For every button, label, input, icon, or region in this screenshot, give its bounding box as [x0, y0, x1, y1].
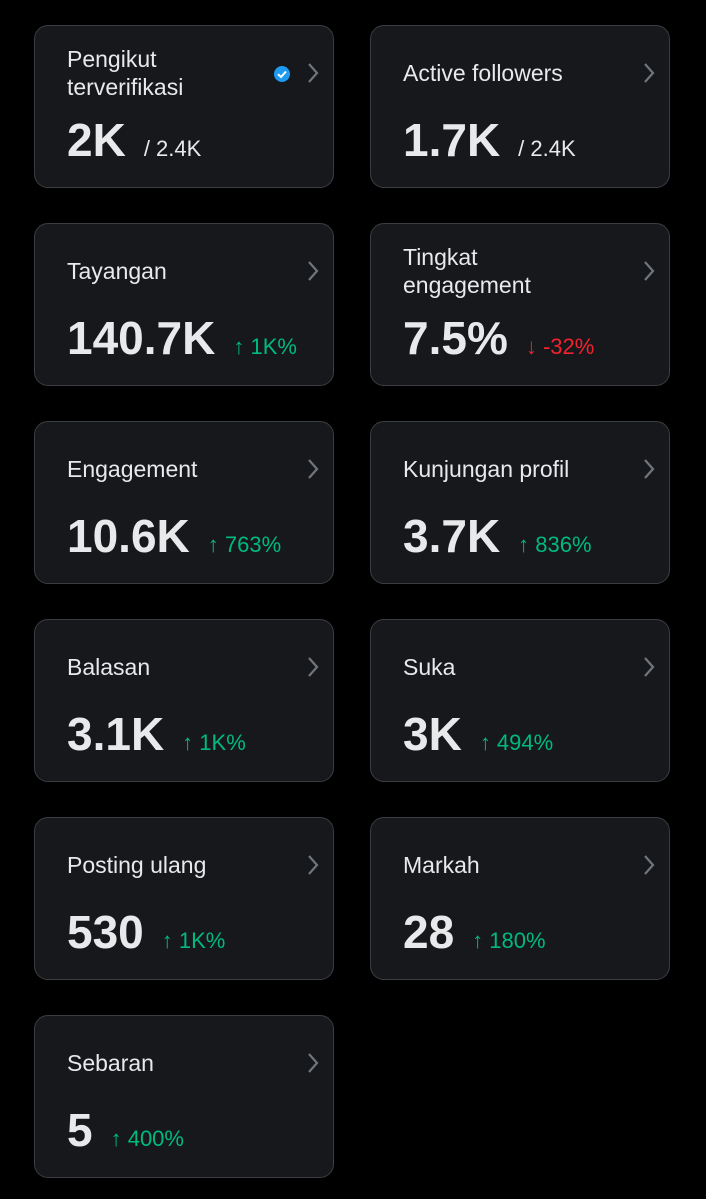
metric-change: ↑ 1K%	[233, 334, 297, 359]
metric-value: 28	[403, 906, 455, 958]
card-title: Suka	[403, 653, 455, 681]
metric-value: 140.7K	[67, 312, 216, 364]
metric-card[interactable]: Active followers 1.7K / 2.4K	[370, 25, 670, 188]
value-row: 10.6K ↑ 763%	[67, 506, 281, 566]
chevron-path	[308, 261, 319, 281]
title-line: Engagement	[67, 456, 198, 482]
value-row: 1.7K / 2.4K	[403, 110, 576, 170]
metric-value: 3K	[403, 708, 462, 760]
chevron-path	[644, 261, 655, 281]
card-title: Balasan	[67, 653, 150, 681]
title-line: Kunjungan profil	[403, 456, 570, 482]
metric-card[interactable]: Pengikut terverifikasi 2K / 2.4K	[34, 25, 334, 188]
chevron-path	[308, 657, 319, 677]
chevron-path	[644, 63, 655, 83]
chevron	[644, 63, 655, 83]
chevron-path	[644, 459, 655, 479]
title-line: Balasan	[67, 654, 151, 680]
metric-card[interactable]: Sebaran 5 ↑ 400%	[34, 1015, 334, 1178]
chevron-path	[308, 63, 319, 83]
metric-change: ↓ -32%	[525, 334, 595, 359]
chevron	[644, 459, 655, 479]
chevron-path	[308, 1053, 319, 1073]
card-title: Markah	[403, 851, 480, 879]
chevron	[644, 855, 655, 875]
value-row: 140.7K ↑ 1K%	[67, 308, 297, 368]
title-line: terverifikasi	[67, 74, 184, 100]
metric-value: 5	[67, 1104, 93, 1156]
chevron	[644, 261, 655, 281]
metric-value: 1.7K	[403, 114, 501, 166]
value-row: 5 ↑ 400%	[67, 1100, 184, 1160]
chevron	[308, 63, 319, 83]
title-line: Posting ulang	[67, 852, 207, 878]
metric-change: ↑ 1K%	[182, 730, 246, 755]
metric-total: / 2.4K	[518, 136, 576, 161]
chevron	[644, 657, 655, 677]
value-row: 3.7K ↑ 836%	[403, 506, 592, 566]
value-row: 2K / 2.4K	[67, 110, 201, 170]
title-line: Tayangan	[67, 258, 167, 284]
metric-card[interactable]: Engagement 10.6K ↑ 763%	[34, 421, 334, 584]
metric-card[interactable]: Markah 28 ↑ 180%	[370, 817, 670, 980]
metric-card[interactable]: Tayangan 140.7K ↑ 1K%	[34, 223, 334, 386]
card-title: Tayangan	[67, 257, 167, 285]
chevron	[308, 1053, 319, 1073]
metric-value: 7.5%	[403, 312, 508, 364]
chevron-path	[308, 459, 319, 479]
chevron-path	[308, 855, 319, 875]
card-title: Active followers	[403, 59, 563, 87]
metric-change: ↑ 400%	[110, 1126, 184, 1151]
chevron-path	[644, 657, 655, 677]
title-line: Suka	[403, 654, 456, 680]
value-row: 7.5% ↓ -32%	[403, 308, 594, 368]
metric-value: 10.6K	[67, 510, 190, 562]
verified-badge	[274, 66, 290, 82]
card-title: Pengikut terverifikasi	[67, 45, 183, 101]
title-line: Pengikut	[67, 46, 157, 72]
card-title: Posting ulang	[67, 851, 206, 879]
value-row: 530 ↑ 1K%	[67, 902, 225, 962]
chevron-path	[644, 855, 655, 875]
chevron	[308, 261, 319, 281]
chevron	[308, 855, 319, 875]
value-row: 3.1K ↑ 1K%	[67, 704, 246, 764]
chevron	[308, 657, 319, 677]
metric-card[interactable]: Posting ulang 530 ↑ 1K%	[34, 817, 334, 980]
metric-change: ↑ 1K%	[161, 928, 226, 953]
metric-change: ↑ 494%	[479, 730, 554, 755]
metric-change: ↑ 180%	[472, 928, 546, 953]
metric-card[interactable]: Kunjungan profil 3.7K ↑ 836%	[370, 421, 670, 584]
title-line: engagement	[403, 272, 531, 298]
badge-check	[277, 70, 287, 79]
metric-card[interactable]: Suka 3K ↑ 494%	[370, 619, 670, 782]
metric-value: 3.7K	[403, 510, 501, 562]
metric-value: 2K	[67, 114, 126, 166]
metric-card[interactable]: Balasan 3.1K ↑ 1K%	[34, 619, 334, 782]
card-title: Engagement	[67, 455, 197, 483]
metric-change: ↑ 836%	[518, 532, 592, 557]
title-line: Markah	[403, 852, 480, 878]
chevron	[308, 459, 319, 479]
card-title: Kunjungan profil	[403, 455, 569, 483]
title-line: Active followers	[403, 60, 563, 86]
value-row: 28 ↑ 180%	[403, 902, 546, 962]
metric-card[interactable]: Tingkat engagement 7.5% ↓ -32%	[370, 223, 670, 386]
card-title: Sebaran	[67, 1049, 154, 1077]
card-title: Tingkat engagement	[403, 243, 531, 299]
metric-change: ↑ 763%	[207, 532, 282, 557]
metric-value: 3.1K	[67, 708, 165, 760]
metric-total: / 2.4K	[143, 136, 202, 161]
title-line: Tingkat	[403, 244, 478, 270]
title-line: Sebaran	[67, 1050, 154, 1076]
badge-circle	[274, 66, 290, 82]
metric-value: 530	[67, 906, 144, 958]
value-row: 3K ↑ 494%	[403, 704, 553, 764]
